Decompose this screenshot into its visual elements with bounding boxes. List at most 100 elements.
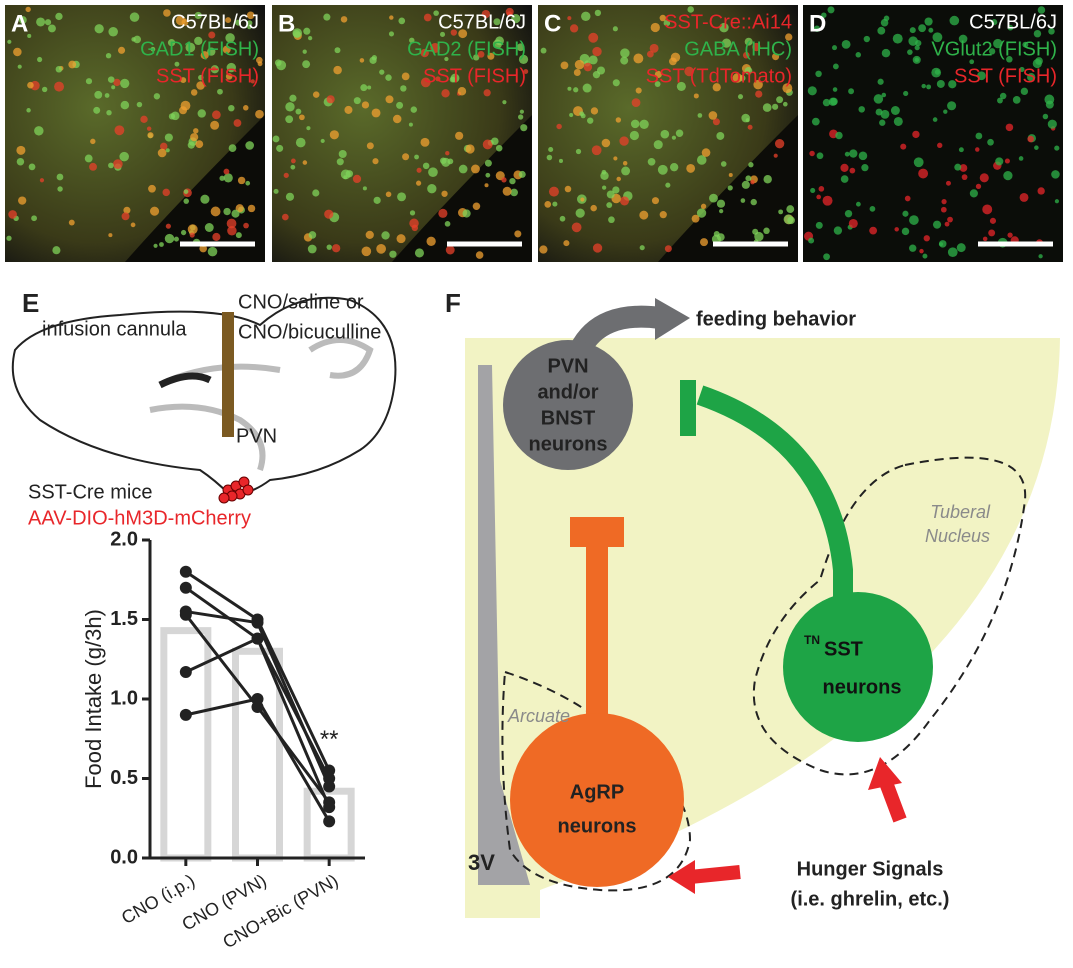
cell [653,140,663,150]
cell [934,69,941,75]
cell [518,114,524,120]
cell [923,235,930,242]
cell [975,132,983,140]
brain-structure [158,372,212,389]
cell [195,140,204,149]
cannula-label: infusion cannula [42,318,187,340]
cell [873,94,884,104]
cell [493,18,501,26]
cell [285,102,295,112]
cell [989,217,997,224]
cell [441,89,450,98]
cell [27,33,32,38]
cell [93,106,101,114]
cell [484,183,489,188]
cell [430,43,441,54]
cell [104,93,110,98]
cell [969,59,975,65]
cell [546,154,553,161]
cell [133,35,142,44]
cell [1003,170,1013,181]
cell [165,148,170,153]
cell [458,164,468,174]
cell [719,208,724,214]
cell [18,16,27,24]
cell [187,141,195,149]
cell [207,47,216,56]
cell [786,205,795,214]
subject-point [251,632,264,645]
cell [471,164,480,174]
cell [807,86,817,96]
cell [121,212,130,221]
label: SST (FISH) [423,65,526,87]
cell [16,157,25,166]
cell [988,48,996,55]
cell [579,111,585,117]
cell [1034,145,1039,150]
cell [785,33,793,41]
cell [686,164,696,173]
cell [647,157,656,166]
subject-point [251,616,264,629]
cell [243,105,249,111]
cell [414,154,419,160]
cell [255,109,264,119]
panel-letter: D [809,10,826,37]
sst-prefix: TN [804,633,820,647]
cell [822,98,831,107]
cell [697,113,703,118]
cell [441,190,448,197]
cell [501,177,507,183]
cell [937,142,943,149]
cell [420,48,429,58]
cell [477,50,485,58]
cell [669,162,679,172]
cell [105,52,112,59]
cell [635,87,642,94]
arrow-head [655,298,690,340]
cell [147,132,154,139]
cell [540,47,547,54]
cell [324,209,334,219]
cell [583,62,593,72]
cell [719,22,729,33]
cell [619,196,630,206]
cell [25,6,31,13]
cell [57,186,63,192]
pvn-label: neurons [529,433,608,455]
significance: ** [320,726,339,753]
cell [231,209,240,218]
cell [247,204,256,213]
agrp-label: AgRP [570,781,624,803]
cell [914,45,920,51]
cell [995,157,1004,166]
arcuate-label: Arcuate [507,706,570,726]
cell [575,148,582,155]
cell [445,151,450,156]
cell [590,107,599,115]
cell [385,95,394,104]
cell [54,81,65,92]
cell [289,94,297,102]
cell [1048,28,1055,35]
cell [18,196,27,205]
cell [573,87,579,93]
cell [902,210,909,217]
cell [312,91,320,98]
y-tick-label: 1.0 [110,687,138,709]
cell [410,106,418,113]
cell [450,73,460,83]
cell [27,81,34,89]
cell [620,56,629,65]
cell [250,79,255,84]
cell [600,171,609,180]
cell [222,45,231,54]
hunger-label: Hunger Signals [797,858,944,880]
cell [762,103,772,112]
cell [750,198,757,206]
cell [243,222,249,229]
cell [877,78,884,85]
cell [246,20,253,26]
cell [696,155,707,165]
